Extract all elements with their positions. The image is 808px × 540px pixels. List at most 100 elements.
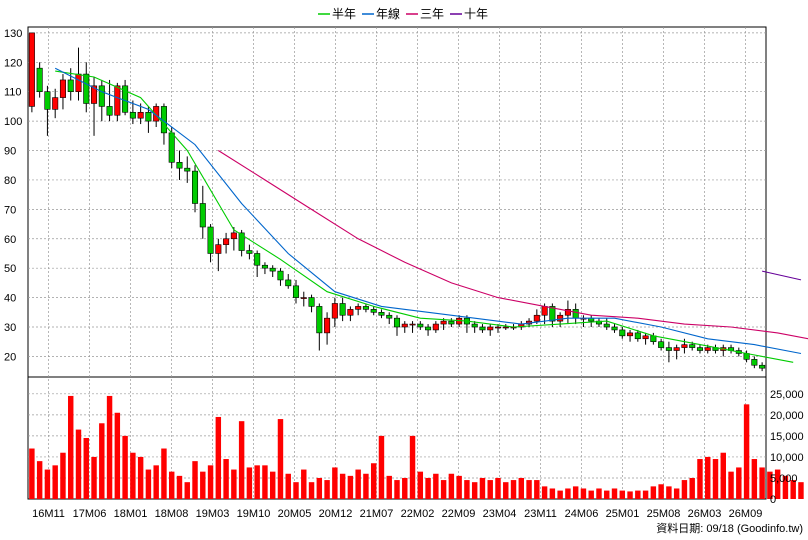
candle-body-29 — [254, 253, 261, 266]
candle-body-9 — [98, 85, 105, 107]
price-tick-label-0: 20 — [4, 351, 16, 363]
volume-bar-92 — [743, 404, 750, 499]
date-tick-label-3: 18M08 — [155, 508, 189, 520]
candle-37 — [316, 303, 323, 351]
volume-tick-label-0: 0 — [770, 494, 776, 506]
volume-bar-17 — [161, 448, 167, 499]
candle-31 — [269, 265, 276, 277]
volume-bar-75 — [611, 488, 618, 499]
candle-45 — [378, 309, 385, 319]
volume-bar-64 — [526, 480, 532, 499]
volume-bar-65 — [534, 480, 540, 499]
volume-bar-97 — [782, 475, 789, 499]
candle-body-22 — [199, 203, 206, 228]
volume-bar-47 — [394, 480, 400, 499]
candle-24 — [215, 238, 222, 272]
candle-4 — [59, 74, 66, 110]
candle-70 — [572, 303, 579, 325]
volume-bar-29 — [254, 465, 260, 499]
volume-bar-7 — [83, 438, 89, 499]
volume-bar-94 — [759, 467, 765, 499]
candle-body-60 — [494, 326, 502, 329]
candle-body-66 — [541, 306, 548, 316]
candle-44 — [370, 306, 377, 316]
candle-body-85 — [689, 344, 696, 348]
candle-58 — [479, 324, 486, 333]
volume-bar-37 — [316, 477, 323, 499]
volume-bar-69 — [565, 488, 571, 499]
candle-body-21 — [192, 170, 199, 204]
volume-bar-73 — [596, 488, 602, 499]
candle-92 — [743, 350, 750, 363]
candle-body-86 — [696, 347, 703, 351]
candle-body-10 — [106, 106, 113, 116]
volume-bar-51 — [425, 477, 431, 499]
price-axis-ticks: 20 30 40 50 60 70 80 90 100 110 120 130 — [4, 28, 22, 364]
candle-body-41 — [347, 309, 354, 316]
candle-body-31 — [269, 267, 276, 272]
volume-bar-77 — [627, 491, 633, 499]
ma_year-line — [54, 67, 802, 355]
candle-body-87 — [704, 347, 711, 351]
volume-tick-label-2: 10,000 — [770, 452, 804, 464]
volume-bar-40 — [339, 473, 346, 499]
volume-bar-13 — [130, 452, 136, 499]
legend-label-0: 半年 — [332, 7, 356, 21]
candle-body-4 — [59, 79, 66, 98]
candle-63 — [518, 321, 525, 330]
volume-bars — [29, 395, 804, 499]
volume-bar-41 — [347, 475, 354, 499]
volume-bar-89 — [720, 452, 726, 499]
volume-bar-45 — [378, 435, 385, 499]
candle-body-8 — [91, 85, 98, 104]
candle-body-26 — [230, 232, 237, 240]
volume-bar-4 — [60, 452, 66, 499]
volume-bar-36 — [308, 482, 315, 499]
volume-bar-27 — [238, 421, 245, 499]
volume-bar-86 — [697, 459, 703, 499]
candle-body-20 — [184, 167, 191, 172]
candle-33 — [285, 274, 292, 289]
price-tick-label-6: 80 — [4, 175, 16, 187]
volume-bar-60 — [495, 477, 501, 499]
candle-body-42 — [355, 306, 362, 310]
candle-8 — [91, 77, 98, 136]
volume-bar-74 — [604, 490, 610, 499]
volume-bar-42 — [355, 469, 361, 499]
volume-bar-98 — [790, 480, 796, 499]
candle-body-52 — [432, 323, 439, 331]
candle-89 — [720, 344, 727, 357]
candle-38 — [324, 312, 331, 345]
candle-body-81 — [658, 341, 665, 348]
legend: 半年 年線 三年 十年 — [318, 6, 488, 21]
candle-body-78 — [634, 332, 641, 340]
candle-6 — [75, 47, 82, 101]
volume-bar-22 — [200, 471, 206, 499]
volume-bar-87 — [705, 456, 711, 499]
candle-body-6 — [75, 73, 82, 93]
volume-bar-59 — [487, 480, 493, 499]
candle-69 — [564, 300, 571, 325]
legend-label-3: 十年 — [464, 7, 488, 21]
date-tick-label-4: 19M03 — [196, 508, 230, 520]
candle-body-32 — [277, 270, 284, 281]
grid-lines — [28, 27, 766, 499]
candle-body-46 — [386, 314, 393, 319]
candle-76 — [619, 327, 626, 339]
candle-39 — [331, 297, 338, 327]
volume-bar-3 — [52, 465, 58, 499]
volume-bar-14 — [137, 456, 144, 499]
candle-body-43 — [362, 306, 369, 310]
candle-49 — [409, 321, 416, 333]
candle-body-3 — [52, 97, 59, 110]
candle-body-48 — [401, 323, 408, 328]
candle-11 — [114, 82, 121, 122]
candle-body-57 — [471, 323, 478, 328]
candle-body-84 — [681, 344, 688, 348]
volume-axis-ticks: 0 5,000 10,000 15,000 20,000 25,000 — [770, 389, 804, 506]
candle-19 — [176, 150, 183, 180]
price-tick-label-7: 90 — [4, 146, 16, 158]
volume-bar-23 — [207, 465, 214, 499]
candle-72 — [588, 315, 595, 327]
